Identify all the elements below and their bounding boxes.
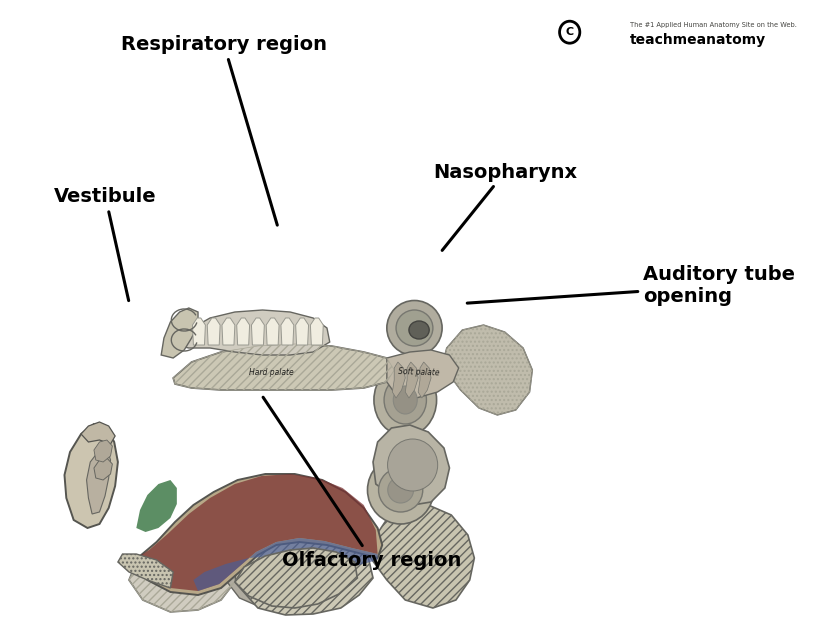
Polygon shape bbox=[235, 528, 373, 615]
Ellipse shape bbox=[367, 456, 434, 524]
Text: Vestibule: Vestibule bbox=[54, 188, 157, 301]
Polygon shape bbox=[136, 474, 378, 591]
Polygon shape bbox=[193, 538, 378, 591]
Polygon shape bbox=[406, 362, 418, 398]
Polygon shape bbox=[368, 505, 474, 608]
Polygon shape bbox=[251, 318, 264, 345]
Text: Respiratory region: Respiratory region bbox=[121, 35, 327, 225]
Text: Auditory tube
opening: Auditory tube opening bbox=[468, 266, 796, 306]
Polygon shape bbox=[373, 425, 450, 505]
Text: Hard palate: Hard palate bbox=[250, 368, 294, 376]
Polygon shape bbox=[162, 308, 198, 358]
Text: Olfactory region: Olfactory region bbox=[263, 397, 462, 569]
Polygon shape bbox=[175, 310, 330, 355]
Polygon shape bbox=[94, 458, 113, 480]
Polygon shape bbox=[193, 318, 206, 345]
Ellipse shape bbox=[396, 310, 433, 346]
Ellipse shape bbox=[384, 376, 427, 424]
Polygon shape bbox=[281, 318, 294, 345]
Polygon shape bbox=[222, 318, 235, 345]
Text: Nasopharynx: Nasopharynx bbox=[433, 163, 577, 251]
Ellipse shape bbox=[379, 468, 423, 512]
Polygon shape bbox=[207, 318, 220, 345]
Polygon shape bbox=[86, 448, 110, 514]
Ellipse shape bbox=[394, 446, 432, 485]
Text: The #1 Applied Human Anatomy Site on the Web.: The #1 Applied Human Anatomy Site on the… bbox=[630, 22, 796, 28]
Polygon shape bbox=[387, 350, 459, 398]
Polygon shape bbox=[134, 474, 382, 595]
Polygon shape bbox=[136, 480, 177, 532]
Polygon shape bbox=[226, 545, 299, 608]
Ellipse shape bbox=[388, 477, 414, 503]
Ellipse shape bbox=[393, 386, 417, 414]
Ellipse shape bbox=[388, 439, 437, 491]
Polygon shape bbox=[266, 318, 279, 345]
Polygon shape bbox=[94, 440, 113, 462]
Polygon shape bbox=[237, 318, 250, 345]
Polygon shape bbox=[418, 362, 431, 398]
Text: Soft palate: Soft palate bbox=[398, 367, 440, 377]
Text: C: C bbox=[565, 27, 574, 37]
Polygon shape bbox=[64, 424, 118, 528]
Ellipse shape bbox=[374, 364, 437, 436]
Polygon shape bbox=[295, 318, 308, 345]
Polygon shape bbox=[129, 540, 235, 612]
Ellipse shape bbox=[400, 452, 425, 478]
Polygon shape bbox=[310, 318, 323, 345]
Ellipse shape bbox=[409, 321, 429, 339]
Text: teachmeanatomy: teachmeanatomy bbox=[630, 33, 766, 47]
Ellipse shape bbox=[387, 300, 442, 355]
Polygon shape bbox=[392, 362, 406, 398]
Polygon shape bbox=[81, 422, 115, 444]
Polygon shape bbox=[235, 548, 357, 608]
Polygon shape bbox=[173, 344, 394, 390]
Polygon shape bbox=[442, 325, 532, 415]
Polygon shape bbox=[118, 554, 173, 588]
